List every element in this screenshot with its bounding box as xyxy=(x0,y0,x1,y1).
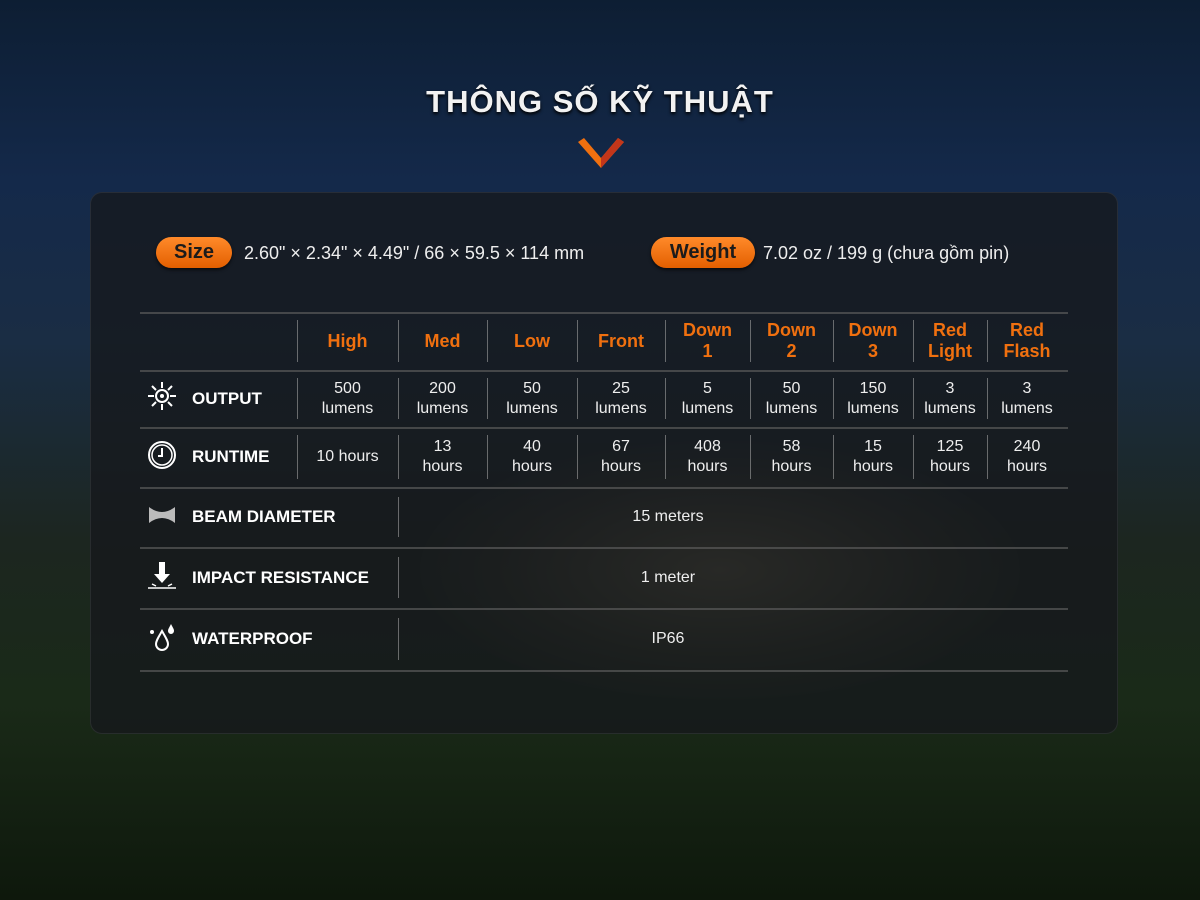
column-divider xyxy=(297,435,298,479)
column-divider xyxy=(665,320,666,362)
mode-header: Med xyxy=(424,330,461,351)
output-value: 200 lumens xyxy=(416,379,469,417)
column-divider xyxy=(833,378,834,419)
column-divider xyxy=(398,435,399,479)
mode-header: Down 3 xyxy=(848,320,898,361)
runtime-value: 125 hours xyxy=(929,438,971,475)
column-divider xyxy=(913,320,914,362)
column-divider xyxy=(297,378,298,419)
mode-header: Red Light xyxy=(928,320,972,361)
column-divider xyxy=(913,435,914,479)
column-divider xyxy=(398,320,399,362)
runtime-value: 15 hours xyxy=(852,438,894,475)
column-divider xyxy=(398,618,399,660)
impact-value: 1 meter xyxy=(640,568,696,586)
page-title: THÔNG SỐ KỸ THUẬT xyxy=(426,84,774,119)
column-divider xyxy=(913,378,914,419)
runtime-value: 10 hours xyxy=(316,448,379,465)
column-divider xyxy=(750,320,751,362)
column-divider xyxy=(487,378,488,419)
output-label-text: OUTPUT xyxy=(192,388,262,408)
column-divider xyxy=(750,378,751,419)
column-divider xyxy=(987,320,988,362)
mode-header: Down 1 xyxy=(683,320,732,361)
chevron-down-icon xyxy=(578,138,624,168)
mode-header: Front xyxy=(598,330,644,351)
beam-label: BEAM DIAMETER xyxy=(146,487,336,547)
column-divider xyxy=(750,435,751,479)
waterproof-label: WATERPROOF xyxy=(146,608,313,670)
runtime-label-text: RUNTIME xyxy=(192,447,270,466)
impact-label: IMPACT RESISTANCE xyxy=(146,547,369,608)
column-divider xyxy=(577,435,578,479)
output-value: 50 lumens xyxy=(765,379,818,417)
mode-header: Down 2 xyxy=(767,320,816,361)
row-divider xyxy=(140,608,1068,610)
output-value: 50 lumens xyxy=(506,379,558,417)
weight-value: 7.02 oz / 199 g (chưa gồm pin) xyxy=(763,243,1010,263)
output-value: 150 lumens xyxy=(847,379,899,417)
waterproof-value: IP66 xyxy=(651,630,685,647)
water-drops-icon xyxy=(146,621,178,658)
row-divider xyxy=(140,670,1068,672)
waterproof-label-text: WATERPROOF xyxy=(192,629,313,648)
runtime-value: 58 hours xyxy=(771,438,812,475)
output-label: OUTPUT xyxy=(146,370,262,427)
impact-arrow-icon xyxy=(146,559,178,596)
size-value: 2.60" × 2.34" × 4.49" / 66 × 59.5 × 114 … xyxy=(244,243,585,263)
mode-header: High xyxy=(327,330,368,351)
column-divider xyxy=(577,378,578,419)
column-divider xyxy=(398,557,399,598)
column-divider xyxy=(297,320,298,362)
output-value: 3 lumens xyxy=(1001,379,1053,417)
runtime-value: 13 hours xyxy=(422,438,463,475)
runtime-value: 40 hours xyxy=(511,438,553,475)
spec-card xyxy=(90,192,1118,734)
column-divider xyxy=(398,378,399,419)
column-divider xyxy=(487,435,488,479)
beam-label-text: BEAM DIAMETER xyxy=(192,507,336,526)
column-divider xyxy=(833,435,834,479)
row-divider xyxy=(140,487,1068,489)
output-value: 5 lumens xyxy=(681,379,734,417)
column-divider xyxy=(987,435,988,479)
size-badge: Size xyxy=(156,237,232,268)
column-divider xyxy=(665,435,666,479)
mode-header: Red Flash xyxy=(1003,320,1051,361)
output-value: 25 lumens xyxy=(595,379,647,417)
mode-header: Low xyxy=(514,330,550,351)
weight-badge: Weight xyxy=(651,237,755,268)
runtime-value: 240 hours xyxy=(1006,438,1048,475)
beam-icon xyxy=(146,499,178,536)
sun-icon xyxy=(146,380,178,417)
output-value: 3 lumens xyxy=(924,379,976,417)
row-divider xyxy=(140,370,1068,372)
output-value: 500 lumens xyxy=(321,379,374,417)
column-divider xyxy=(833,320,834,362)
runtime-value: 67 hours xyxy=(600,438,642,475)
impact-label-text: IMPACT RESISTANCE xyxy=(192,567,369,587)
column-divider xyxy=(398,497,399,537)
row-divider xyxy=(140,427,1068,429)
clock-icon xyxy=(146,439,178,476)
column-divider xyxy=(987,378,988,419)
runtime-value: 408 hours xyxy=(687,438,728,475)
beam-value: 15 meters xyxy=(632,508,704,525)
row-divider xyxy=(140,312,1068,314)
column-divider xyxy=(487,320,488,362)
row-divider xyxy=(140,547,1068,549)
runtime-label: RUNTIME xyxy=(146,427,269,487)
column-divider xyxy=(577,320,578,362)
column-divider xyxy=(665,378,666,419)
